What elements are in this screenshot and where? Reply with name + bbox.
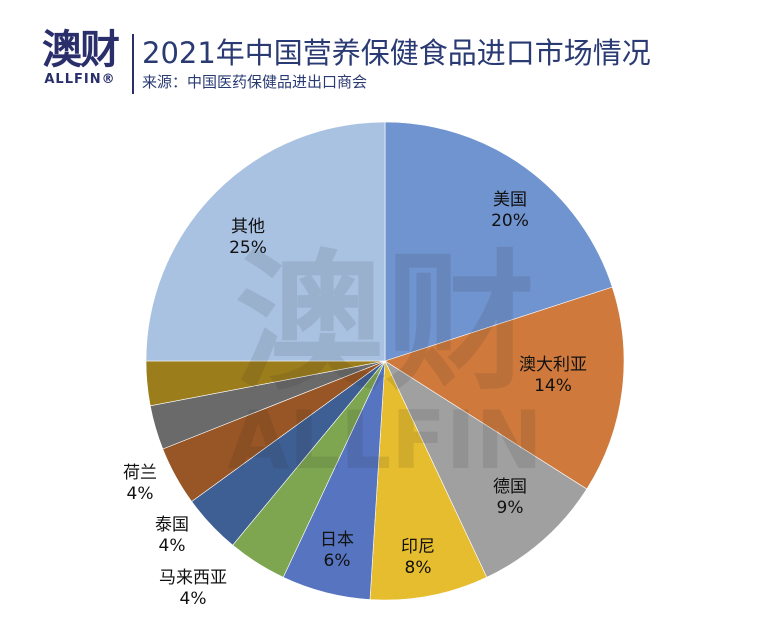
pie-slice-美国 <box>384 121 613 362</box>
logo: 澳财 ALLFIN® <box>30 28 130 87</box>
header-divider <box>132 34 134 94</box>
slice-label: 澳大利亚 <box>519 355 587 375</box>
pie-slice-德国 <box>384 360 588 578</box>
slice-label: 印尼 <box>401 537 435 557</box>
slice-label: 泰国 <box>155 515 189 535</box>
slice-value-label: 4% <box>159 536 186 556</box>
svg-text:澳财: 澳财 <box>235 237 535 411</box>
pie-slice-其他 <box>145 121 386 362</box>
slice-value-label: 4% <box>180 589 207 609</box>
slice-label: 马来西亚 <box>159 568 227 588</box>
pie-slice-印尼 <box>369 360 488 601</box>
logo-en: ALLFIN® <box>44 72 116 87</box>
slice-value-label: 6% <box>324 551 351 571</box>
pie-slice-澳大利亚 <box>384 286 625 490</box>
slice-label: 德国 <box>493 477 527 497</box>
slice-value-label: 4% <box>127 484 154 504</box>
slice-value-label: 9% <box>497 498 524 518</box>
svg-text:ALLFIN: ALLFIN <box>227 394 542 487</box>
slice-label: 荷兰 <box>123 463 157 483</box>
slice-label: 日本 <box>320 530 354 550</box>
slice-label: 美国 <box>493 190 527 210</box>
slice-label: 其他 <box>231 217 265 237</box>
chart-title: 2021年中国营养保健食品进口市场情况 <box>142 36 651 70</box>
slice-value-label: 20% <box>491 211 529 231</box>
slice-value-label: 14% <box>534 376 572 396</box>
chart-source: 来源：中国医药保健品进出口商会 <box>142 73 368 91</box>
slice-value-label: 25% <box>229 238 267 258</box>
logo-cn: 澳财 <box>42 27 120 73</box>
watermark: 澳财 ALLFIN <box>227 237 542 487</box>
slice-value-label: 8% <box>405 558 432 578</box>
